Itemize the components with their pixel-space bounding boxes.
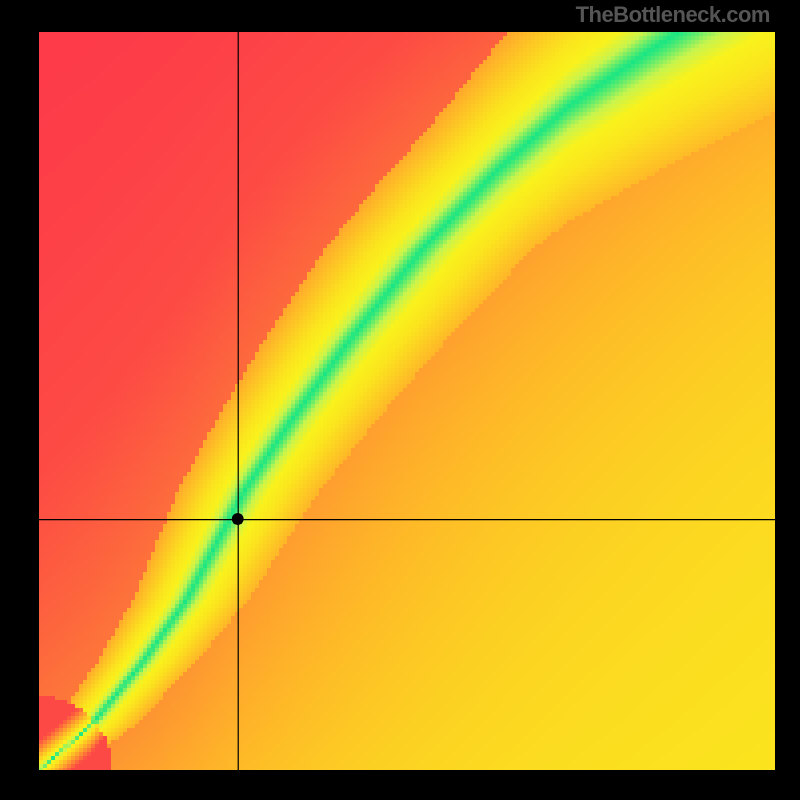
attribution-label: TheBottleneck.com bbox=[576, 2, 770, 28]
bottleneck-heatmap bbox=[0, 0, 800, 800]
